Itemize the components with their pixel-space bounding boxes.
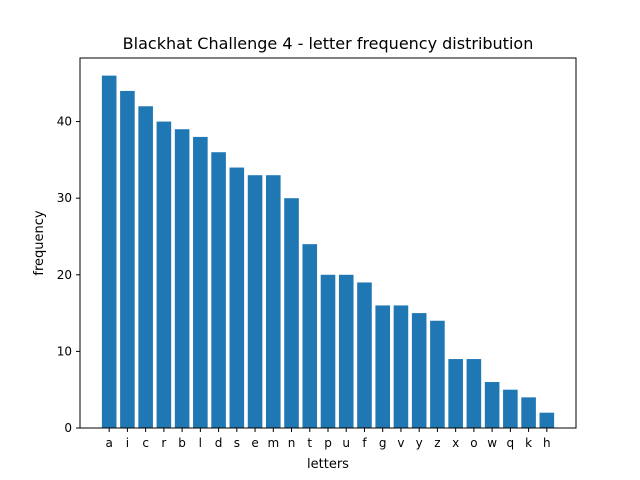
- bar-q: [503, 389, 518, 428]
- x-tick-label: b: [178, 436, 186, 450]
- bar-m: [266, 175, 281, 428]
- bar-b: [174, 129, 190, 428]
- x-tick-label: i: [126, 436, 129, 450]
- x-tick-label: q: [507, 436, 515, 450]
- x-tick-label: m: [267, 436, 279, 450]
- bar-d: [211, 152, 226, 428]
- x-tick-label: t: [307, 436, 312, 450]
- y-tick-label: 20: [57, 268, 72, 282]
- bar-g: [375, 305, 390, 428]
- bar-x: [448, 359, 463, 428]
- bar-z: [430, 320, 445, 428]
- x-tick-label: g: [379, 436, 387, 450]
- x-tick-label: v: [397, 436, 404, 450]
- bar-h: [539, 412, 555, 428]
- bars-group: [101, 75, 555, 429]
- bar-t: [302, 244, 318, 428]
- y-axis-ticks: 0 10 20 30 40: [57, 115, 80, 435]
- x-tick-label: x: [452, 436, 459, 450]
- bar-c: [138, 106, 153, 429]
- x-tick-label: u: [342, 436, 350, 450]
- y-tick-label: 10: [57, 344, 72, 358]
- x-axis-label: letters: [307, 457, 349, 472]
- x-tick-label: e: [251, 436, 258, 450]
- x-tick-label: a: [105, 436, 112, 450]
- y-tick-label: 0: [64, 421, 72, 435]
- bar-r: [156, 121, 172, 428]
- x-tick-label: k: [525, 436, 532, 450]
- bar-a: [101, 75, 117, 428]
- x-tick-label: h: [543, 436, 551, 450]
- x-tick-label: y: [416, 436, 423, 450]
- y-tick-label: 40: [57, 115, 72, 129]
- chart-title: Blackhat Challenge 4 - letter frequency …: [123, 34, 534, 53]
- bar-l: [193, 136, 208, 428]
- y-tick-label: 30: [57, 191, 72, 205]
- bar-s: [229, 167, 245, 429]
- y-axis-label: frequency: [32, 210, 47, 276]
- x-tick-label: c: [142, 436, 149, 450]
- bar-f: [357, 282, 372, 428]
- plot-frame: [79, 57, 577, 429]
- bar-e: [247, 175, 263, 428]
- bar-k: [521, 397, 536, 428]
- x-tick-label: z: [434, 436, 440, 450]
- bar-n: [284, 198, 299, 428]
- x-tick-label: s: [234, 436, 240, 450]
- bar-y: [411, 313, 427, 428]
- x-tick-label: p: [324, 436, 332, 450]
- bar-i: [120, 90, 135, 429]
- bar-v: [393, 305, 409, 428]
- bar-w: [484, 382, 500, 428]
- x-tick-label: n: [288, 436, 296, 450]
- x-tick-label: r: [161, 436, 166, 450]
- bar-u: [338, 274, 354, 428]
- bar-o: [466, 359, 482, 428]
- x-tick-label: f: [362, 436, 367, 450]
- x-tick-label: d: [215, 436, 223, 450]
- x-tick-label: o: [470, 436, 477, 450]
- x-tick-label: w: [487, 436, 497, 450]
- x-tick-label: l: [199, 436, 202, 450]
- bar-p: [320, 274, 336, 428]
